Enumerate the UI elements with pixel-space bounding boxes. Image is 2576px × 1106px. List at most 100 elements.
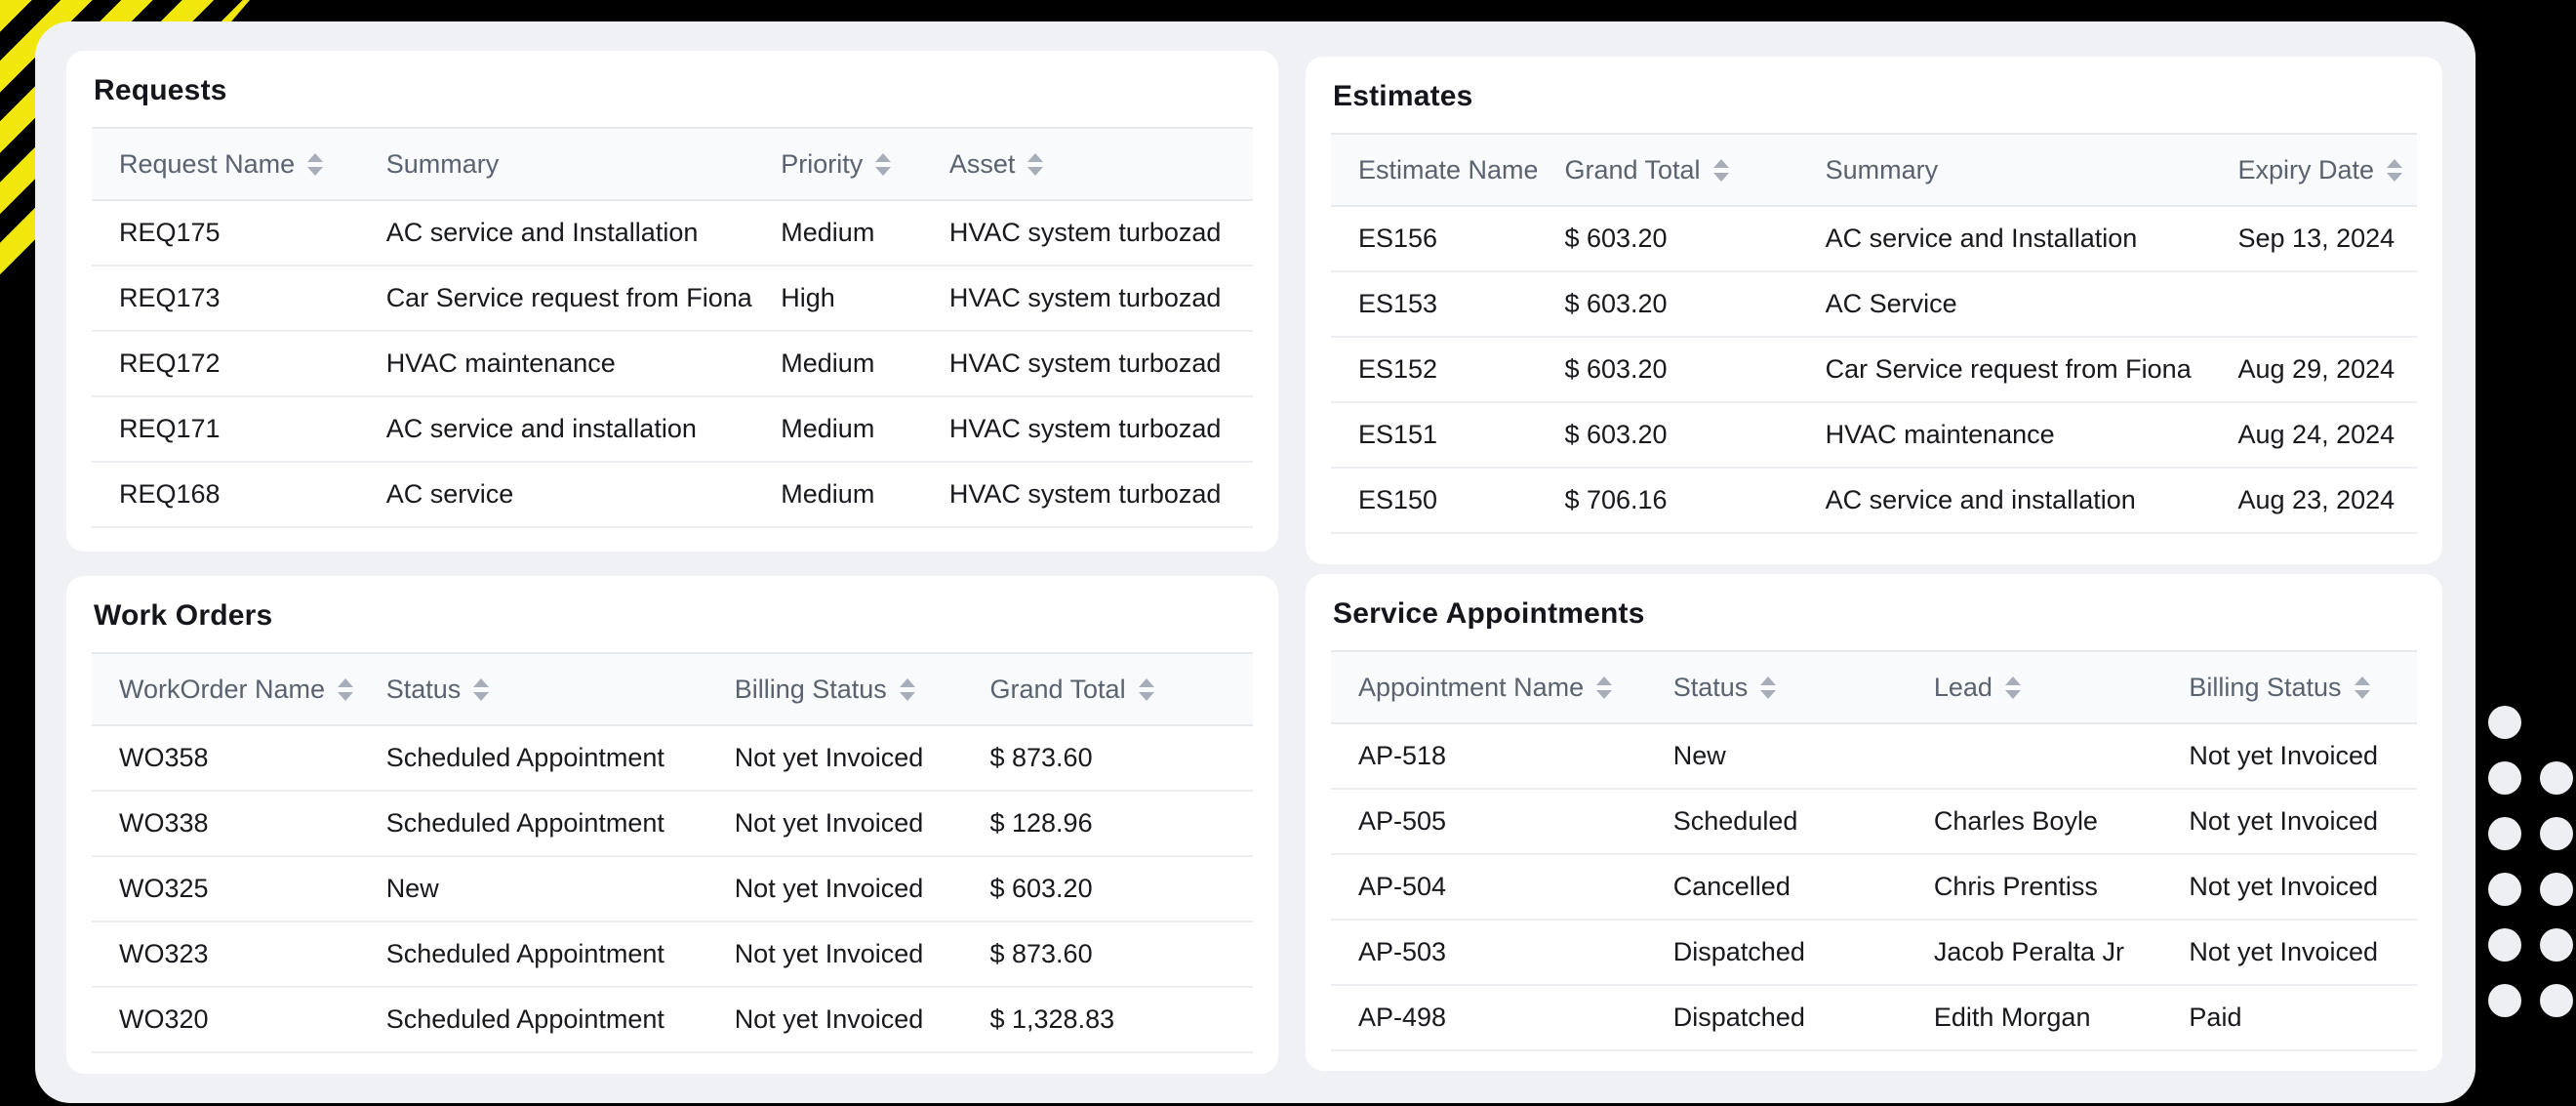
table-cell: AP-504 <box>1358 872 1447 901</box>
table-cell: High <box>781 283 835 312</box>
table-cell: HVAC system turbozad <box>948 283 1222 312</box>
table-cell: Scheduled <box>1672 806 1798 836</box>
page-title: Requests <box>94 74 227 106</box>
table-row[interactable]: REQ171 AC service and installation Medium H… <box>92 397 1253 463</box>
table-row[interactable]: WO358 Scheduled Appointment Not yet Invoic… <box>92 726 1253 792</box>
table-cell: Not yet Invoiced <box>734 939 924 968</box>
column-header-status[interactable]: Status <box>1646 673 1907 703</box>
table-cell: AC service and installation <box>385 414 697 443</box>
table-row[interactable]: REQ175 AC service and Installation Medium H… <box>92 201 1253 266</box>
column-header-estimate-name[interactable]: Estimate Name <box>1331 155 1537 185</box>
column-header-billing-status[interactable]: Billing Status <box>2161 673 2417 703</box>
table-row[interactable]: AP-518 New Not yet Invoiced <box>1331 724 2417 790</box>
table-cell: $ 603.20 <box>1564 354 1668 384</box>
table-cell: $ 603.20 <box>1564 224 1668 253</box>
column-header-billing-status[interactable]: Billing Status <box>707 675 963 705</box>
table-cell: Aug 23, 2024 <box>2237 485 2395 514</box>
column-header-summary[interactable]: Summary <box>359 149 754 180</box>
sort-icon <box>875 152 892 176</box>
table-cell: Scheduled Appointment <box>385 939 664 968</box>
table-row[interactable]: AP-498 Dispatched Edith Morgan Paid <box>1331 986 2417 1051</box>
table-row[interactable]: AP-503 Dispatched Jacob Peralta Jr Not yet … <box>1331 921 2417 986</box>
sort-icon <box>338 677 354 701</box>
table-cell: $ 603.20 <box>989 874 1093 903</box>
table-cell: ES152 <box>1358 354 1438 384</box>
table-cell: Chris Prentiss <box>1933 872 2098 901</box>
column-header-label: Expiry Date <box>2237 154 2375 184</box>
table-cell: REQ175 <box>119 218 221 247</box>
column-header-workorder-name[interactable]: WorkOrder Name <box>92 675 359 705</box>
sort-icon <box>1138 677 1154 701</box>
table-body: ES156 $ 603.20 AC service and Installation… <box>1331 207 2417 534</box>
table-cell: Not yet Invoiced <box>734 743 924 772</box>
column-header-label: Asset <box>948 148 1016 179</box>
table-row[interactable]: WO323 Scheduled Appointment Not yet Invoic… <box>92 922 1253 988</box>
table-cell: Sep 13, 2024 <box>2237 224 2395 253</box>
table-cell: Medium <box>781 414 875 443</box>
estimates-table: Estimate Name Grand Total Summary Expiry Da… <box>1331 133 2417 534</box>
column-header-appointment-name[interactable]: Appointment Name <box>1331 673 1646 703</box>
table-cell: Edith Morgan <box>1933 1003 2091 1032</box>
table-cell: Scheduled Appointment <box>385 1004 664 1034</box>
column-header-summary[interactable]: Summary <box>1798 155 2211 185</box>
table-row[interactable]: ES156 $ 603.20 AC service and Installation… <box>1331 207 2417 272</box>
column-header-label: Grand Total <box>989 674 1126 704</box>
table-row[interactable]: AP-504 Cancelled Chris Prentiss Not yet Inv… <box>1331 855 2417 921</box>
sort-icon <box>1760 676 1777 699</box>
table-row[interactable]: WO325 New Not yet Invoiced $ 603.20 <box>92 857 1253 922</box>
table-row[interactable]: ES151 $ 603.20 HVAC maintenance Aug 24, 202… <box>1331 403 2417 469</box>
table-header-row: WorkOrder Name Status Billing Status Grand … <box>92 652 1253 726</box>
table-row[interactable]: REQ173 Car Service request from Fiona High… <box>92 266 1253 332</box>
work-orders-panel: Work Orders WorkOrder Name Status Billing … <box>66 576 1278 1074</box>
table-cell: HVAC system turbozad <box>948 348 1222 378</box>
table-cell: HVAC system turbozad <box>948 479 1222 509</box>
column-header-label: Status <box>1672 672 1749 702</box>
sort-icon <box>2004 676 2021 699</box>
table-cell: Not yet Invoiced <box>734 808 924 838</box>
page-title: Estimates <box>1333 80 1473 112</box>
table-row[interactable]: ES152 $ 603.20 Car Service request from Fi… <box>1331 338 2417 403</box>
page-title: Service Appointments <box>1333 597 1645 630</box>
column-header-grand-total[interactable]: Grand Total <box>1537 155 1797 185</box>
panel-header: Requests <box>92 51 1253 127</box>
table-cell: Cancelled <box>1672 872 1791 901</box>
column-header-label: Lead <box>1933 672 1992 702</box>
column-header-asset[interactable]: Asset <box>922 149 1253 180</box>
table-cell: HVAC maintenance <box>385 348 616 378</box>
column-header-label: Summary <box>385 148 500 179</box>
table-row[interactable]: REQ172 HVAC maintenance Medium HVAC system … <box>92 332 1253 397</box>
table-cell: REQ173 <box>119 283 221 312</box>
estimates-panel: Estimates Estimate Name Grand Total Summar… <box>1306 57 2442 564</box>
sort-icon <box>1712 158 1729 182</box>
table-row[interactable]: WO338 Scheduled Appointment Not yet Invoic… <box>92 792 1253 857</box>
column-header-label: Billing Status <box>2189 672 2342 702</box>
table-cell: New <box>1672 741 1726 770</box>
table-cell: ES150 <box>1358 485 1438 514</box>
column-header-grand-total[interactable]: Grand Total <box>962 675 1253 705</box>
column-header-priority[interactable]: Priority <box>753 149 922 180</box>
table-cell: Aug 24, 2024 <box>2237 420 2395 449</box>
table-cell: Not yet Invoiced <box>2189 741 2379 770</box>
table-row[interactable]: WO320 Scheduled Appointment Not yet Invoic… <box>92 988 1253 1053</box>
table-row[interactable]: ES150 $ 706.16 AC service and installation… <box>1331 469 2417 534</box>
sort-icon <box>1027 152 1044 176</box>
table-cell: WO338 <box>119 808 209 838</box>
table-row[interactable]: REQ168 AC service Medium HVAC system turboz… <box>92 463 1253 528</box>
table-cell: $ 128.96 <box>989 808 1093 838</box>
table-row[interactable]: AP-505 Scheduled Charles Boyle Not yet Invo… <box>1331 790 2417 855</box>
requests-panel: Requests Request Name Summary Priority Asse… <box>66 51 1278 552</box>
column-header-request-name[interactable]: Request Name <box>92 149 359 180</box>
table-header-row: Request Name Summary Priority Asset <box>92 127 1253 201</box>
sort-icon <box>1596 676 1613 699</box>
table-cell: HVAC maintenance <box>1825 420 2055 449</box>
column-header-lead[interactable]: Lead <box>1907 673 2162 703</box>
table-cell: AC service and Installation <box>1825 224 2138 253</box>
table-cell: AP-518 <box>1358 741 1447 770</box>
table-cell: REQ172 <box>119 348 221 378</box>
column-header-status[interactable]: Status <box>359 675 707 705</box>
table-cell: WO325 <box>119 874 209 903</box>
table-cell: AP-498 <box>1358 1003 1447 1032</box>
table-row[interactable]: ES153 $ 603.20 AC Service <box>1331 272 2417 338</box>
column-header-expiry-date[interactable]: Expiry Date <box>2211 155 2417 185</box>
table-header-row: Appointment Name Status Lead Billing Status <box>1331 650 2417 724</box>
